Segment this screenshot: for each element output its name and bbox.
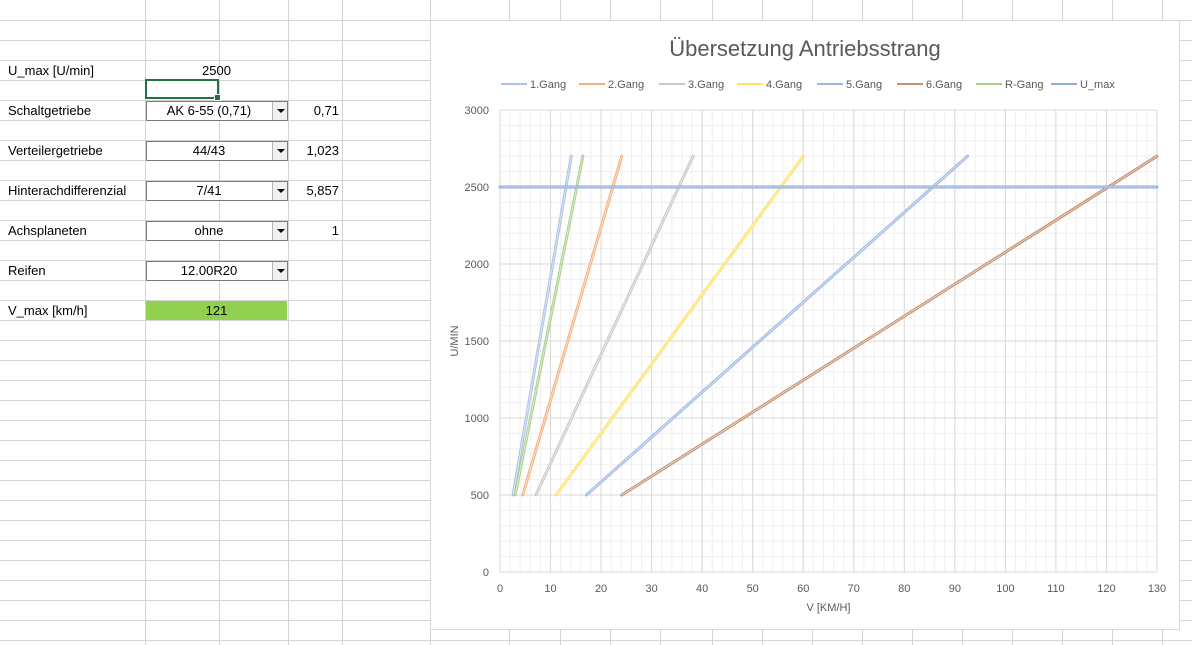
x-tick-label: 30 [645,583,657,595]
y-axis-title: U/MIN [449,325,461,356]
legend-label: 4.Gang [766,79,802,91]
umax-value[interactable]: 2500 [202,63,231,78]
schaltgetriebe-result: 0,71 [313,103,339,118]
x-tick-label: 10 [544,583,556,595]
verteilergetriebe-selection: 44/43 [192,143,226,158]
x-tick-label: 120 [1097,583,1115,595]
series-line-highlight [555,155,804,496]
verteilergetriebe-result: 1,023 [306,143,339,158]
chart-svg: Übersetzung Antriebsstrang 1.Gang 2.Gang 3.… [449,36,1166,614]
series-line-highlight [586,155,968,496]
row-label-verteilergetriebe: Verteilergetriebe [8,143,103,158]
major-gridlines [499,109,1158,573]
x-tick-label: 100 [996,583,1014,595]
reifen-selection: 12.00R20 [180,263,238,278]
x-tick-label: 50 [747,583,759,595]
hinterachdifferenzial-result: 5,857 [306,183,339,198]
x-tick-label: 0 [497,583,503,595]
schaltgetriebe-selection: AK 6-55 (0,71) [166,103,252,118]
achsplaneten-selection: ohne [194,223,224,238]
series-line-highlight [621,155,1158,496]
row-label-vmax: V_max [km/h] [8,303,88,318]
y-tick-label: 3000 [465,105,489,117]
y-tick-label: 1000 [465,413,489,425]
x-axis-title: V [KM/H] [806,602,850,614]
legend-label: 1.Gang [530,79,566,91]
vmax-highlight-cell [146,301,287,320]
row-label-hinterachdifferenzial: Hinterachdifferenzial [8,183,127,198]
series-lines [498,154,1159,497]
legend-label: 6.Gang [926,79,962,91]
chevron-down-icon[interactable] [272,222,287,240]
row-label-reifen: Reifen [8,263,46,278]
chart-legend: 1.Gang 2.Gang 3.Gang 4.Gang 5.Gang 6.Gang R-Ga… [501,79,1115,91]
x-tick-label: 40 [696,583,708,595]
row-label-umax: U_max [U/min] [8,63,94,78]
x-tick-label: 110 [1047,583,1065,595]
chart-title: Übersetzung Antriebsstrang [669,36,941,61]
achsplaneten-dropdown[interactable]: ohne [146,221,288,241]
chevron-down-icon[interactable] [272,102,287,120]
series-line-highlight [535,156,694,496]
vmax-value[interactable]: 121 [205,303,228,318]
y-tick-label: 2000 [465,259,489,271]
y-tick-label: 0 [483,567,489,579]
chevron-down-icon[interactable] [272,142,287,160]
x-tick-label: 80 [898,583,910,595]
chevron-down-icon[interactable] [272,262,287,280]
achsplaneten-result: 1 [331,223,339,238]
row-label-achsplaneten: Achsplaneten [8,223,87,238]
x-tick-label: 70 [848,583,860,595]
series-line-highlight [512,156,572,496]
y-tick-label: 500 [471,490,489,502]
y-tick-label: 1500 [465,336,489,348]
legend-label: 3.Gang [688,79,724,91]
legend-label: R-Gang [1005,79,1044,91]
hinterachdifferenzial-selection: 7/41 [196,183,222,198]
legend-label: 2.Gang [608,79,644,91]
series-line-highlight [514,156,584,496]
x-tick-label: 20 [595,583,607,595]
schaltgetriebe-dropdown[interactable]: AK 6-55 (0,71) [146,101,288,121]
y-tick-label: 2500 [465,182,489,194]
chart-area[interactable]: Übersetzung Antriebsstrang 1.Gang 2.Gang 3.… [430,20,1180,630]
x-tick-label: 130 [1148,583,1166,595]
reifen-dropdown[interactable]: 12.00R20 [146,261,288,281]
legend-label: U_max [1080,79,1115,91]
verteilergetriebe-dropdown[interactable]: 44/43 [146,141,288,161]
series-line-highlight [522,156,623,496]
x-tick-label: 90 [949,583,961,595]
hinterachdifferenzial-dropdown[interactable]: 7/41 [146,181,288,201]
chevron-down-icon[interactable] [272,182,287,200]
row-label-schaltgetriebe: Schaltgetriebe [8,103,92,118]
x-tick-label: 60 [797,583,809,595]
legend-label: 5.Gang [846,79,882,91]
active-cell-selection[interactable] [145,79,221,101]
